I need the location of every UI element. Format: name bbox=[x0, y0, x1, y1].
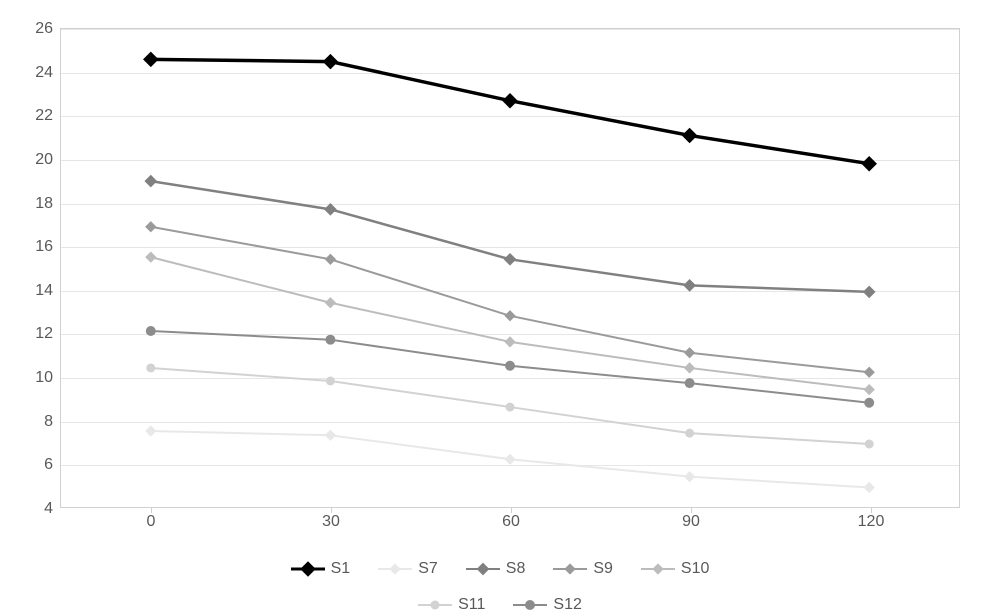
legend-item-S8: S8 bbox=[466, 560, 526, 578]
series-marker-S7 bbox=[684, 471, 695, 482]
series-line-S9 bbox=[151, 227, 869, 373]
line-chart: 4681012141618202224260306090120 S1S7S8S9… bbox=[0, 0, 1000, 604]
y-tick-label: 20 bbox=[35, 151, 61, 169]
legend-item-S11: S11 bbox=[418, 596, 485, 614]
legend-label: S1 bbox=[331, 560, 351, 578]
legend-label: S8 bbox=[506, 560, 526, 578]
legend-item-S7: S7 bbox=[378, 560, 438, 578]
series-marker-S12 bbox=[325, 335, 335, 345]
x-tick-label: 0 bbox=[147, 507, 156, 531]
series-marker-S11 bbox=[506, 403, 515, 412]
legend-label: S9 bbox=[593, 560, 613, 578]
y-tick-label: 4 bbox=[44, 500, 61, 518]
y-tick-label: 10 bbox=[35, 369, 61, 387]
x-tick-label: 90 bbox=[682, 507, 700, 531]
series-marker-S10 bbox=[145, 252, 156, 263]
y-tick-label: 24 bbox=[35, 64, 61, 82]
x-tick-label: 120 bbox=[858, 507, 885, 531]
series-marker-S9 bbox=[145, 221, 156, 232]
series-marker-S8 bbox=[324, 203, 337, 216]
y-tick-label: 14 bbox=[35, 282, 61, 300]
y-tick-label: 26 bbox=[35, 20, 61, 38]
series-marker-S9 bbox=[325, 254, 336, 265]
series-marker-S1 bbox=[143, 52, 159, 67]
series-marker-S7 bbox=[504, 454, 515, 465]
series-marker-S11 bbox=[326, 377, 335, 386]
y-tick-label: 6 bbox=[44, 456, 61, 474]
legend-label: S7 bbox=[418, 560, 438, 578]
legend-label: S12 bbox=[553, 596, 581, 614]
series-marker-S11 bbox=[865, 440, 874, 449]
series-marker-S10 bbox=[504, 336, 515, 347]
x-tick-label: 60 bbox=[502, 507, 520, 531]
series-marker-S8 bbox=[144, 175, 157, 188]
legend-item-S12: S12 bbox=[513, 596, 581, 614]
y-tick-label: 12 bbox=[35, 325, 61, 343]
plot-area: 4681012141618202224260306090120 bbox=[60, 28, 960, 508]
legend-item-S1: S1 bbox=[291, 560, 351, 578]
series-layer bbox=[61, 29, 959, 507]
series-marker-S10 bbox=[325, 297, 336, 308]
series-marker-S12 bbox=[685, 378, 695, 388]
series-line-S8 bbox=[151, 181, 869, 292]
series-marker-S8 bbox=[504, 253, 517, 266]
series-marker-S12 bbox=[505, 361, 515, 371]
series-marker-S1 bbox=[502, 93, 518, 108]
series-line-S1 bbox=[151, 59, 869, 163]
y-tick-label: 16 bbox=[35, 238, 61, 256]
legend-label: S11 bbox=[458, 596, 485, 614]
legend-item-S10: S10 bbox=[641, 560, 709, 578]
series-marker-S1 bbox=[682, 128, 698, 143]
series-marker-S1 bbox=[861, 156, 877, 171]
series-marker-S8 bbox=[683, 279, 696, 292]
legend-item-S9: S9 bbox=[553, 560, 613, 578]
y-tick-label: 18 bbox=[35, 195, 61, 213]
series-marker-S9 bbox=[684, 347, 695, 358]
y-tick-label: 22 bbox=[35, 107, 61, 125]
x-tick-label: 30 bbox=[322, 507, 340, 531]
legend: S1 S7 S8 S9 S10 S11 S12 bbox=[250, 560, 750, 614]
y-tick-label: 8 bbox=[44, 413, 61, 431]
series-marker-S10 bbox=[684, 362, 695, 373]
series-marker-S7 bbox=[145, 425, 156, 436]
series-marker-S9 bbox=[504, 310, 515, 321]
series-marker-S8 bbox=[863, 286, 876, 299]
series-marker-S1 bbox=[323, 54, 339, 69]
series-marker-S10 bbox=[864, 384, 875, 395]
series-marker-S11 bbox=[685, 429, 694, 438]
series-marker-S11 bbox=[146, 363, 155, 372]
series-marker-S7 bbox=[325, 430, 336, 441]
series-marker-S12 bbox=[864, 398, 874, 408]
series-marker-S12 bbox=[146, 326, 156, 336]
series-marker-S9 bbox=[864, 367, 875, 378]
series-marker-S7 bbox=[864, 482, 875, 493]
legend-label: S10 bbox=[681, 560, 709, 578]
